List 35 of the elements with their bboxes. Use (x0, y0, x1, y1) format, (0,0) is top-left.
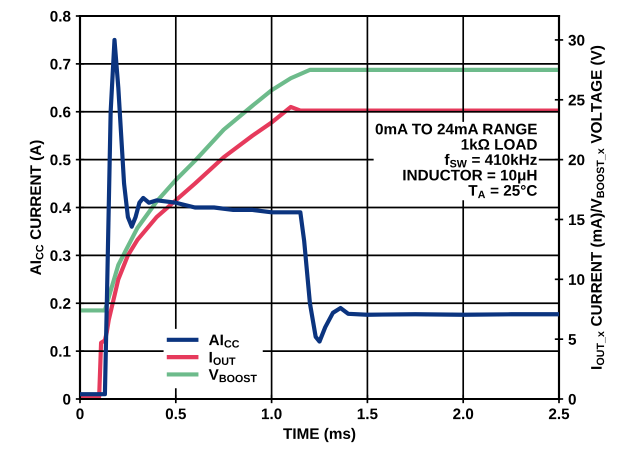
x-tick-label: 2.0 (453, 408, 474, 420)
y2-tick-label: 20 (568, 154, 584, 166)
x-axis-title: TIME (ms) (283, 428, 356, 442)
x-tick-label: 1.5 (358, 408, 378, 420)
annotation: T$_{A}$ = 25°C (468, 185, 537, 198)
x-tick-label: 1.0 (262, 408, 282, 420)
y2-tick-label: 5 (568, 334, 576, 345)
x-tick-label: 0.5 (166, 408, 186, 420)
annotation: 0mA TO 24mA RANGE (376, 124, 537, 134)
y-tick-label: 0.6 (50, 106, 70, 118)
annotation: 1kΩ LOAD (462, 138, 537, 150)
legend-label: AI$_{CC}$ (208, 334, 240, 348)
line-series (80, 68, 559, 313)
y-tick-label: 0.3 (50, 250, 70, 262)
y-tick-label: 0.8 (50, 10, 71, 22)
y-tick-label: 0 (63, 394, 70, 405)
x-tick-label: 2.5 (548, 408, 570, 420)
y2-axis-title: I$_{OUT_x}$ CURRENT (mA)/V$_{BOOST_x}$ VOLTAGE (V) (590, 46, 606, 369)
annotation: INDUCTOR = 10μH (403, 170, 536, 184)
y-tick-label: 0.7 (50, 58, 70, 70)
y-tick-label: 0.2 (50, 298, 70, 309)
legend-label: V$_{BOOST}$ (208, 369, 257, 382)
y2-tick-label: 10 (568, 274, 584, 285)
y-tick-label: 0.1 (50, 346, 71, 357)
x-tick-label: 0 (76, 408, 84, 420)
y-axis-title: AI$_{CC}$ CURRENT (A) (30, 140, 44, 275)
y-tick-label: 0.5 (50, 154, 71, 166)
y2-tick-label: 0 (568, 394, 576, 405)
y2-tick-label: 25 (568, 94, 585, 106)
y2-tick-label: 30 (568, 34, 584, 46)
annotation: f$_{SW}$ = 410kHz (444, 154, 537, 168)
line-series (80, 38, 559, 396)
legend-label: I$_{OUT}$ (210, 352, 236, 365)
y-tick-label: 0.4 (50, 202, 71, 214)
y2-tick-label: 15 (568, 214, 585, 226)
